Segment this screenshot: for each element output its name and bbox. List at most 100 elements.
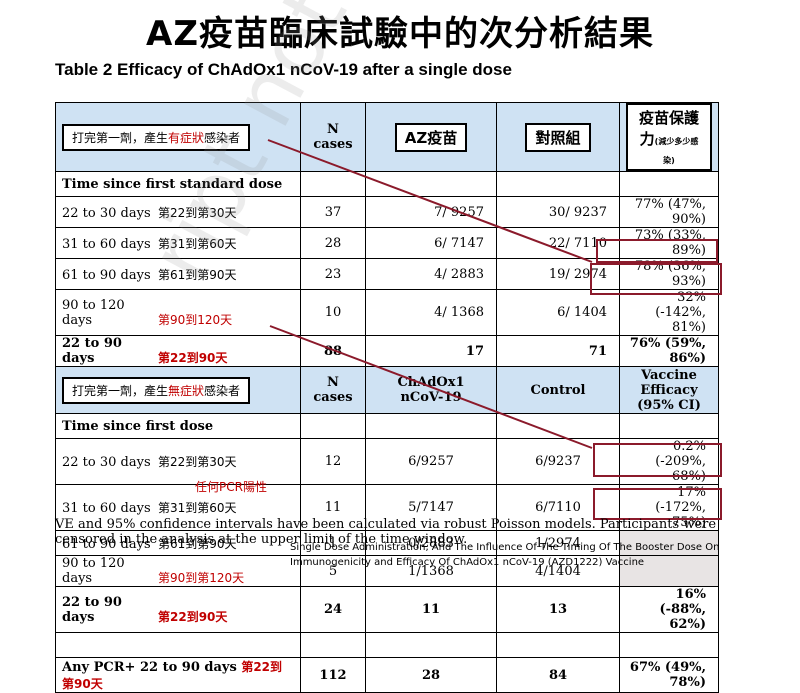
row-label-zh: 第61到第90天: [158, 536, 237, 551]
cell-n: 112: [300, 657, 366, 693]
highlight-box-90-120: [596, 239, 718, 263]
row-label: 22 to 30 days 第22到第30天: [55, 438, 301, 485]
header-label-pre: 打完第一劑，產生: [72, 130, 169, 145]
col-control-cell: 對照組: [496, 102, 620, 172]
table-row-any-pcr: Any PCR+ 22 to 90 days 第22到第90天 112 28 8…: [55, 657, 719, 693]
page-title: AZ疫苗臨床試驗中的次分析結果: [146, 14, 654, 54]
row-label-en: 31 to 60 days: [62, 501, 151, 516]
cell-vaccine: 28: [365, 657, 497, 693]
col-efficacy-line2: (95% CI): [637, 397, 701, 413]
row-label-zh: 第22到第30天: [158, 205, 237, 220]
cell-efficacy: 76% (59%, 86%): [619, 335, 719, 367]
cell-efficacy: 17% (-172%, 75%): [619, 484, 719, 531]
row-label-en: 22 to 30 days: [62, 455, 151, 470]
col-vaccine: ChAdOx1 nCoV-19: [365, 366, 497, 414]
row-label: 31 to 60 days 第31到第60天: [55, 227, 301, 259]
col-efficacy-label: 疫苗保護力: [638, 109, 699, 148]
connector-line-asymptomatic: [269, 325, 593, 449]
header-label-red: 無症狀: [168, 383, 205, 398]
asymptomatic-label-box: 打完第一劑，產生無症狀感染者: [62, 376, 251, 404]
row-label-en: 22 to 30 days: [62, 205, 151, 221]
col-n-line1: N: [327, 375, 339, 390]
cell-n: 1: [300, 530, 366, 556]
cell-control: 1/2974: [496, 530, 620, 556]
row-label-en: 22 to 90 days: [62, 336, 122, 366]
table-row-total-symptomatic: 22 to 90 days 第22到90天 88 17 71 76% (59%, …: [55, 335, 719, 367]
table-row: 22 to 30 days第22到第30天377/ 925730/ 923777…: [55, 196, 719, 228]
cell-control: 22/ 7110: [496, 227, 620, 259]
row-label-en: 90 to 120 days: [62, 297, 125, 328]
time-label: Time since first standard dose: [55, 171, 301, 197]
row-label-zh: 第61到第90天: [158, 267, 237, 282]
row-label: 61 to 90 days 第61到第90天: [55, 530, 301, 556]
row-label-zh: 第31到第60天: [158, 501, 237, 515]
symptomatic-label-box: 打完第一劑，產生有症狀感染者: [62, 123, 251, 151]
row-label: 22 to 90 days 第22到90天: [55, 335, 301, 367]
row-label: 90 to 120 days 第90到120天: [55, 289, 301, 336]
cell-control: 13: [496, 586, 620, 633]
table-row-total-asymptomatic: 22 to 90 days 第22到90天 24 11 13 16% (-88%,…: [55, 586, 719, 633]
connector-line-symptomatic: [267, 139, 593, 263]
col-efficacy: 疫苗保護力(減少多少感染): [626, 103, 712, 171]
cell-vaccine: 6/9257: [365, 438, 497, 485]
col-efficacy-line1: Vaccine Efficacy: [640, 367, 698, 398]
cell-control: 30/ 9237: [496, 196, 620, 228]
row-label: 61 to 90 days 第61到第90天: [55, 258, 301, 290]
cell-control: 71: [496, 335, 620, 367]
row-label-zh: 第31到第60天: [158, 236, 237, 251]
row-label-en: 31 to 60 days: [62, 236, 151, 252]
table-header-symptomatic: 打完第一劑，產生有症狀感染者 N cases AZ疫苗 對照組 疫苗保護力(減少…: [55, 102, 719, 172]
col-vaccine: AZ疫苗: [394, 122, 468, 152]
annotation-lines: [267, 139, 593, 449]
header-label-post: 感染者: [204, 383, 241, 398]
col-efficacy: Vaccine Efficacy (95% CI): [619, 366, 719, 414]
highlight-box-any-pcr: [593, 488, 722, 520]
row-label-en: 61 to 90 days: [62, 267, 151, 283]
cell-n: 24: [300, 586, 366, 633]
any-pcr-positive-label: 任何PCR陽性: [195, 480, 267, 494]
time-label: Time since first dose: [55, 413, 301, 439]
row-label: 22 to 30 days 第22到第30天: [55, 196, 301, 228]
cell-vaccine: 4/ 1368: [365, 289, 497, 336]
highlight-box-total-symptomatic: [590, 263, 722, 295]
cell-control: 84: [496, 657, 620, 693]
row-label-zh: 第90到120天: [158, 312, 233, 327]
highlight-box-total-asymptomatic: [593, 443, 722, 477]
table-row: 31 to 60 days 第31到第60天 28 6/ 7147 22/ 7110 73…: [55, 227, 719, 259]
row-label: 31 to 60 days 第31到第60天: [55, 484, 301, 531]
cell-efficacy: [619, 530, 719, 556]
table-row: 22 to 30 days 第22到第30天 12 6/9257 6/9237 0.2% …: [55, 438, 719, 485]
row-label: Any PCR+ 22 to 90 days 第22到第90天: [55, 657, 301, 693]
cell-efficacy: 67% (49%, 78%): [619, 657, 719, 693]
source-citation: Single Dose Administration, And The Infl…: [290, 542, 720, 568]
cell-efficacy: 0.2% (-209%, 68%): [619, 438, 719, 485]
spacer-row: [55, 632, 719, 658]
col-efficacy-cell: 疫苗保護力(減少多少感染): [619, 102, 719, 172]
cell-n: 23: [300, 258, 366, 290]
col-vaccine-cell: AZ疫苗: [365, 102, 497, 172]
table-title: Table 2 Efficacy of ChAdOx1 nCoV-19 afte…: [55, 60, 512, 79]
col-n-cases: N cases: [300, 102, 366, 172]
col-control: 對照組: [525, 122, 591, 152]
cell-vaccine: 11: [365, 586, 497, 633]
col-control: Control: [496, 366, 620, 414]
row-label-zh: 第22到90天: [158, 351, 228, 365]
header-label-post: 感染者: [204, 130, 241, 145]
footnote: VE and 95% confidence intervals have bee…: [55, 517, 717, 547]
cell-n: 88: [300, 335, 366, 367]
cell-n: 10: [300, 289, 366, 336]
row-label-en: 22 to 90 days: [62, 594, 122, 625]
col-efficacy-note: (減少多少感染): [654, 137, 699, 165]
header-label-cell: 打完第一劑，產生有症狀感染者: [55, 102, 301, 172]
header-label-pre: 打完第一劑，產生: [72, 383, 169, 398]
row-label-en: 61 to 90 days: [62, 536, 151, 552]
cell-vaccine: 6/ 7147: [365, 227, 497, 259]
col-n-line2: cases: [313, 390, 353, 405]
header-label-red: 有症狀: [168, 130, 205, 145]
row-label: 22 to 90 days 第22到90天: [55, 586, 301, 633]
row-label-zh: 第22到第30天: [158, 455, 237, 469]
cell-efficacy: 77% (47%, 90%): [619, 196, 719, 228]
cell-control: 6/ 1404: [496, 289, 620, 336]
cell-efficacy: 16% (-88%, 62%): [619, 586, 719, 633]
